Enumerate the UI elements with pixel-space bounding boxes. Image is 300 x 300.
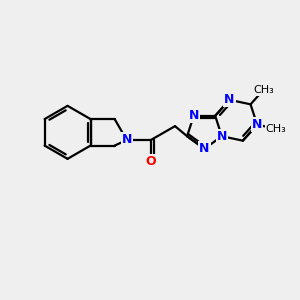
Text: N: N <box>217 130 227 143</box>
Text: N: N <box>122 134 132 146</box>
Text: CH₃: CH₃ <box>266 124 286 134</box>
Text: O: O <box>146 155 156 168</box>
Text: CH₃: CH₃ <box>253 85 274 95</box>
Text: N: N <box>224 93 235 106</box>
Text: N: N <box>252 118 262 131</box>
Text: N: N <box>199 142 210 155</box>
Text: N: N <box>188 109 199 122</box>
